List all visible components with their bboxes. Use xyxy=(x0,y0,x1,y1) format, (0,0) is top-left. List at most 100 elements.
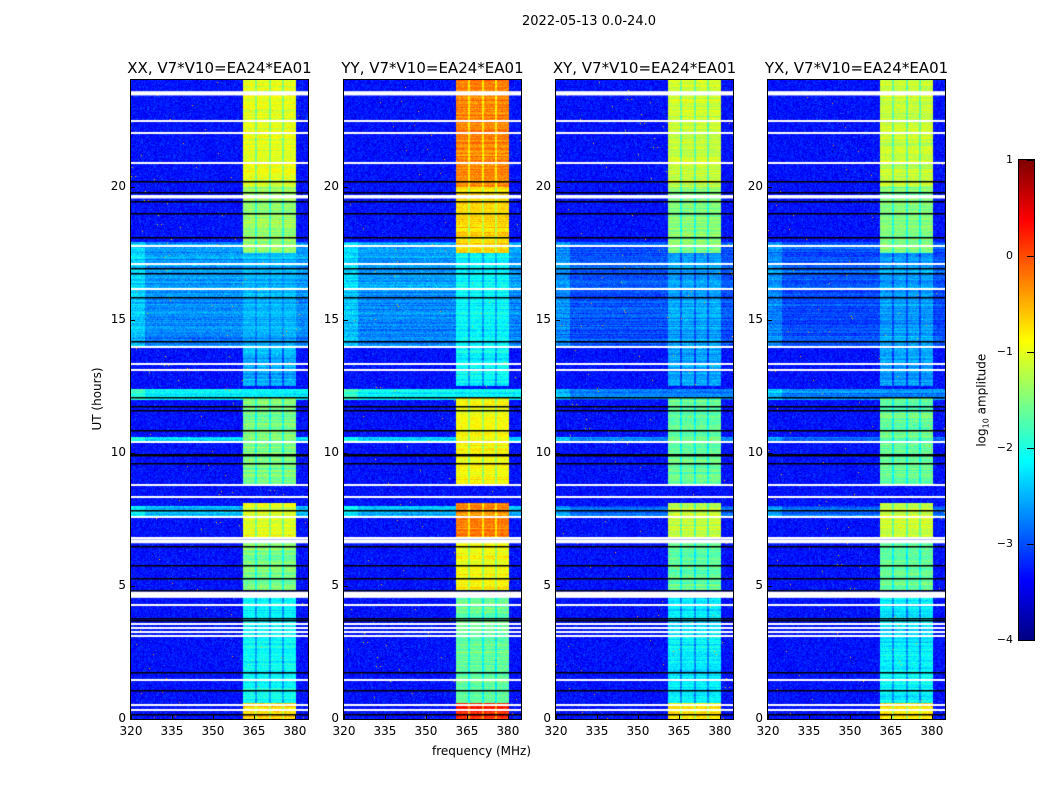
y-tick-label: 5 xyxy=(118,577,126,592)
x-tick-mark xyxy=(171,715,173,719)
y-tick-label: 20 xyxy=(535,178,551,193)
colorbar xyxy=(1018,159,1035,641)
x-tick-mark xyxy=(344,715,345,719)
y-tick-label: 15 xyxy=(323,311,339,326)
y-tick-label: 10 xyxy=(535,444,551,459)
y-tick-label: 0 xyxy=(755,711,763,725)
y-tick-label: 0 xyxy=(118,711,126,725)
x-tick-mark xyxy=(212,715,214,719)
y-tick-mark xyxy=(556,719,560,720)
x-tick-mark xyxy=(556,715,557,719)
panel-title: XX, V7*V10=EA24*EA01 xyxy=(127,59,312,77)
y-tick-mark xyxy=(131,719,135,720)
colorbar-label: log10 amplitude xyxy=(974,348,990,453)
x-tick-mark xyxy=(425,715,427,719)
y-tick-mark xyxy=(344,719,348,720)
panel-title: XY, V7*V10=EA24*EA01 xyxy=(552,59,737,77)
panel-title: YY, V7*V10=EA24*EA01 xyxy=(341,59,524,77)
y-tick-label: 5 xyxy=(755,577,763,592)
x-tick-mark xyxy=(890,715,892,719)
y-tick-mark xyxy=(768,585,772,587)
x-axis-label: frequency (MHz) xyxy=(432,744,532,758)
x-tick-label: 335 xyxy=(797,724,821,738)
spectrogram-panel xyxy=(343,79,522,720)
y-tick-label: 15 xyxy=(110,311,126,326)
y-tick-label: 20 xyxy=(747,178,763,193)
spectrogram-heatmap xyxy=(768,80,945,719)
y-tick-mark xyxy=(768,452,772,454)
y-tick-mark xyxy=(131,186,135,188)
y-tick-label: 15 xyxy=(747,311,763,326)
colorbar-tick-label: −2 xyxy=(996,441,1013,454)
colorbar-label-sub: 10 xyxy=(981,418,991,429)
panel-title: YX, V7*V10=EA24*EA01 xyxy=(764,59,949,77)
x-tick-mark xyxy=(294,715,296,719)
x-tick-mark xyxy=(253,715,255,719)
y-tick-label: 20 xyxy=(110,178,126,193)
x-tick-label: 335 xyxy=(373,724,397,738)
y-tick-mark xyxy=(768,186,772,188)
x-tick-mark xyxy=(596,715,598,719)
y-tick-label: 10 xyxy=(110,444,126,459)
spectrogram-panel xyxy=(767,79,946,720)
colorbar-tick-label: 0 xyxy=(1006,249,1013,262)
y-tick-mark xyxy=(556,452,560,454)
x-tick-label: 350 xyxy=(201,724,225,738)
y-tick-mark xyxy=(768,319,772,321)
x-tick-label: 365 xyxy=(455,724,479,738)
x-tick-mark xyxy=(808,715,810,719)
x-tick-label: 380 xyxy=(708,724,732,738)
x-tick-label: 350 xyxy=(414,724,438,738)
x-tick-label: 365 xyxy=(242,724,266,738)
x-tick-mark xyxy=(384,715,386,719)
colorbar-tick-mark xyxy=(1027,544,1034,545)
y-tick-label: 0 xyxy=(331,711,339,725)
y-tick-label: 10 xyxy=(747,444,763,459)
x-tick-mark xyxy=(131,715,132,719)
y-tick-mark xyxy=(131,319,135,321)
y-tick-mark xyxy=(131,452,135,454)
x-tick-label: 320 xyxy=(756,724,780,738)
y-tick-mark xyxy=(344,186,348,188)
y-tick-label: 10 xyxy=(323,444,339,459)
x-tick-label: 335 xyxy=(160,724,184,738)
x-tick-label: 335 xyxy=(585,724,609,738)
x-tick-mark xyxy=(678,715,680,719)
y-tick-label: 5 xyxy=(331,577,339,592)
x-tick-label: 320 xyxy=(119,724,143,738)
x-tick-mark xyxy=(719,715,721,719)
x-tick-label: 365 xyxy=(879,724,903,738)
colorbar-tick-label: 1 xyxy=(1006,153,1013,166)
y-tick-mark xyxy=(344,452,348,454)
y-tick-mark xyxy=(131,585,135,587)
colorbar-tick-mark xyxy=(1027,448,1034,449)
x-tick-label: 380 xyxy=(283,724,307,738)
colorbar-tick-label: −1 xyxy=(996,345,1013,358)
spectrogram-panel xyxy=(130,79,309,720)
spectrogram-heatmap xyxy=(556,80,733,719)
colorbar-tick-label: −4 xyxy=(996,633,1013,646)
x-tick-mark xyxy=(466,715,468,719)
y-tick-label: 20 xyxy=(323,178,339,193)
y-tick-label: 5 xyxy=(543,577,551,592)
colorbar-tick-mark xyxy=(1027,352,1034,353)
y-tick-mark xyxy=(556,186,560,188)
x-tick-mark xyxy=(849,715,851,719)
y-tick-mark xyxy=(344,585,348,587)
y-tick-label: 0 xyxy=(543,711,551,725)
x-tick-label: 350 xyxy=(838,724,862,738)
colorbar-label-rest: amplitude xyxy=(974,353,989,419)
y-tick-label: 15 xyxy=(535,311,551,326)
spectrogram-heatmap xyxy=(131,80,308,719)
x-tick-label: 320 xyxy=(544,724,568,738)
x-tick-label: 365 xyxy=(667,724,691,738)
x-tick-mark xyxy=(768,715,769,719)
colorbar-tick-mark xyxy=(1027,256,1034,257)
colorbar-tick-mark xyxy=(1027,640,1034,641)
colorbar-tick-mark xyxy=(1027,160,1034,161)
colorbar-tick-label: −3 xyxy=(996,537,1013,550)
colorbar-label-log: log xyxy=(974,428,989,447)
y-tick-mark xyxy=(556,319,560,321)
x-tick-label: 350 xyxy=(626,724,650,738)
x-tick-mark xyxy=(637,715,639,719)
